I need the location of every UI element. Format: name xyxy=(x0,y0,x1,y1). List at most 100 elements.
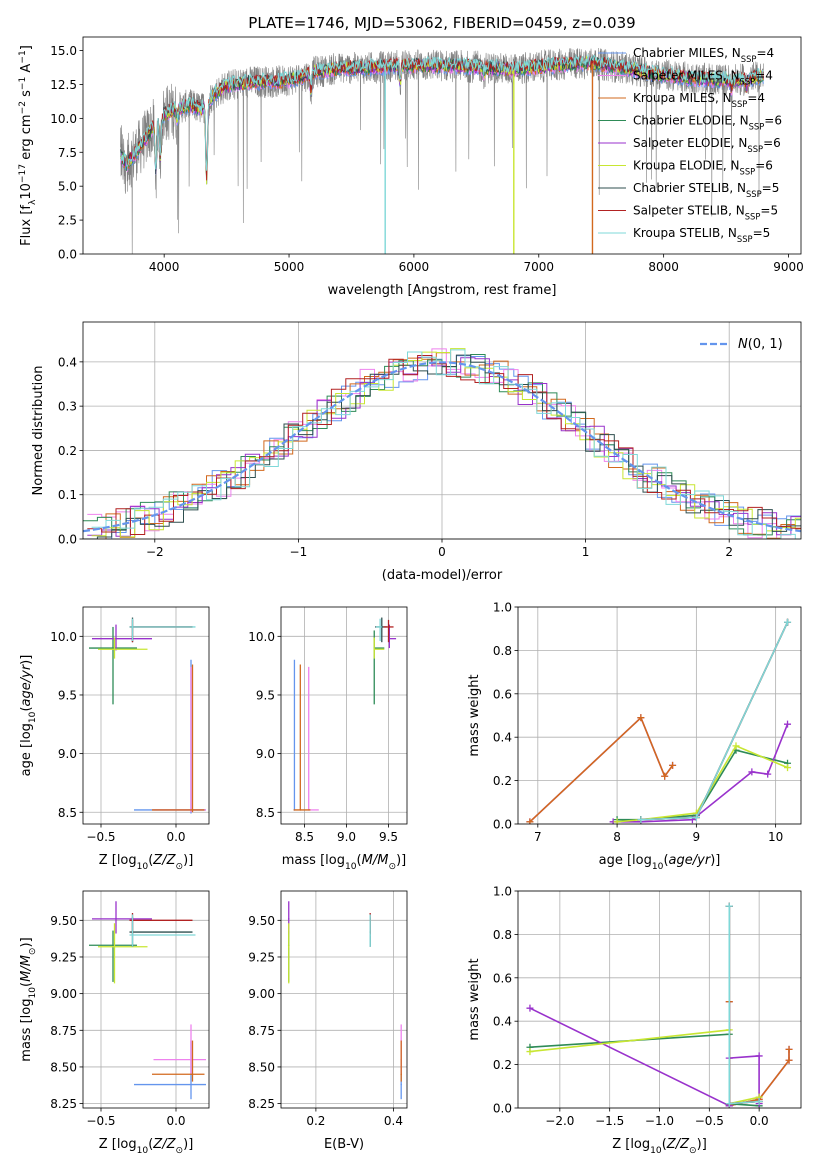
y-tick-label: 9.00 xyxy=(50,987,77,1001)
y-tick-label: 8.5 xyxy=(256,806,275,820)
weight-line-8 xyxy=(728,906,760,1105)
x-tick-label: 8000 xyxy=(648,260,679,274)
axes-weight_vs_age: 7 8 9 10 0.0 0.2 0.4 0.6 0.8 1.0 age [log10(age/yr… xyxy=(467,601,802,872)
y-tick-label: 0.4 xyxy=(493,731,512,745)
x-axis-label: E(B-V) xyxy=(324,1137,364,1152)
data-point xyxy=(115,637,117,640)
y-axis-label: mass weight xyxy=(467,674,482,756)
x-tick-label: 5000 xyxy=(274,260,305,274)
weight-marker xyxy=(755,1097,763,1105)
weight-line-4 xyxy=(529,1007,760,1108)
data-point xyxy=(299,809,302,811)
y-tick-label: 2.5 xyxy=(58,214,77,228)
weight-line-7 xyxy=(728,906,760,1105)
plot-area xyxy=(120,47,764,254)
y-tick-label: 9.00 xyxy=(248,987,275,1001)
y-tick-label: 8.75 xyxy=(248,1024,275,1038)
plot-area xyxy=(526,618,792,824)
y-tick-label: 0.0 xyxy=(493,818,512,832)
y-tick-label: 0.0 xyxy=(58,248,77,262)
x-tick-label: 9.5 xyxy=(379,830,398,844)
histogram-1 xyxy=(87,348,801,539)
y-tick-label: 8.50 xyxy=(50,1060,77,1074)
x-axis-label: mass [log10(M/M⊙)] xyxy=(282,853,406,872)
histogram-6 xyxy=(83,354,801,539)
weight-marker xyxy=(637,816,645,824)
data-point xyxy=(373,648,376,651)
x-tick-label: 9000 xyxy=(773,260,804,274)
weight-marker xyxy=(785,1056,793,1064)
axes-mass_vs_Z: −0.5 0.0 8.25 8.50 8.75 9.00 9.25 9.50 Z [log10(… xyxy=(19,890,210,1156)
plot-area xyxy=(89,901,206,1100)
weight-marker xyxy=(613,818,621,824)
y-tick-label: 0.8 xyxy=(493,928,512,942)
legend-entry: Kroupa MILES, NSSP=4 xyxy=(633,91,765,109)
y-tick-label: 0.0 xyxy=(493,1102,512,1116)
weight-marker xyxy=(748,768,756,776)
histogram-4 xyxy=(87,356,801,537)
weight-marker xyxy=(764,770,772,778)
y-tick-label: 10.0 xyxy=(50,630,77,644)
y-axis-label: mass weight xyxy=(467,958,482,1040)
weight-marker xyxy=(661,772,669,780)
y-tick-label: 8.75 xyxy=(50,1024,77,1038)
axes-spectrum: 4000 5000 6000 7000 8000 9000 0.0 2.5 5.0 7.5 10.0… xyxy=(18,14,804,298)
grid xyxy=(83,891,209,1108)
x-tick-label: −2 xyxy=(146,545,164,559)
x-tick-label: 6000 xyxy=(399,260,430,274)
data-point xyxy=(113,648,116,651)
x-tick-label: −1 xyxy=(290,545,308,559)
weight-line-5 xyxy=(617,744,788,823)
y-tick-label: 10.0 xyxy=(248,630,275,644)
grid xyxy=(281,607,407,824)
x-tick-label: −1.5 xyxy=(595,1114,624,1128)
data-point xyxy=(287,945,290,948)
weight-marker xyxy=(785,1045,793,1053)
axes-frame xyxy=(280,890,408,1109)
weight-marker xyxy=(732,742,740,750)
y-tick-label: 9.50 xyxy=(50,914,77,928)
y-tick-label: 8.25 xyxy=(50,1097,77,1111)
weight-line-6 xyxy=(640,621,789,821)
weight-marker xyxy=(526,1004,534,1012)
data-point xyxy=(190,1058,192,1061)
x-axis-label: (data-model)/error xyxy=(382,568,503,583)
legend-entry: Kroupa ELODIE, NSSP=6 xyxy=(633,159,773,177)
plot-area xyxy=(293,617,397,811)
histogram-2 xyxy=(91,352,801,539)
y-tick-label: 0.4 xyxy=(493,1015,512,1029)
legend-entry: Chabrier STELIB, NSSP=5 xyxy=(633,181,779,199)
data-point xyxy=(115,918,117,920)
legend-entry: Kroupa STELIB, NSSP=5 xyxy=(633,226,770,244)
y-axis-label: mass [log10(M/M⊙)] xyxy=(19,937,38,1061)
data-point xyxy=(112,647,114,649)
x-tick-label: 0.0 xyxy=(750,1114,769,1128)
data-point xyxy=(190,1083,192,1086)
chart-title: PLATE=1746, MJD=53062, FIBERID=0459, z=0… xyxy=(248,14,635,32)
x-tick-label: 0.0 xyxy=(166,1114,185,1128)
axes-frame xyxy=(82,36,802,255)
y-tick-label: 8.5 xyxy=(58,806,77,820)
y-tick-label: 0.8 xyxy=(493,644,512,658)
legend-entry: Salpeter STELIB, NSSP=5 xyxy=(633,204,778,222)
x-tick-label: −0.5 xyxy=(86,830,115,844)
weight-marker xyxy=(669,761,677,769)
y-tick-label: 0.6 xyxy=(493,687,512,701)
weight-marker xyxy=(784,764,792,772)
axes-frame xyxy=(280,606,408,825)
x-tick-label: −1.0 xyxy=(645,1114,674,1128)
model-line-8 xyxy=(120,54,764,171)
x-tick-label: 9.0 xyxy=(337,830,356,844)
y-tick-label: 1.0 xyxy=(493,885,512,899)
x-tick-label: 0 xyxy=(438,545,446,559)
y-tick-label: 0.1 xyxy=(58,488,77,502)
axes-frame xyxy=(82,321,802,540)
axes-frame xyxy=(517,606,802,825)
grid xyxy=(518,890,801,1109)
data-point xyxy=(287,918,290,920)
axes-frame xyxy=(82,606,210,825)
x-tick-label: 0.2 xyxy=(306,1114,325,1128)
x-tick-label: 8.5 xyxy=(295,830,314,844)
y-tick-label: 9.0 xyxy=(58,747,77,761)
x-tick-label: 2 xyxy=(725,545,733,559)
